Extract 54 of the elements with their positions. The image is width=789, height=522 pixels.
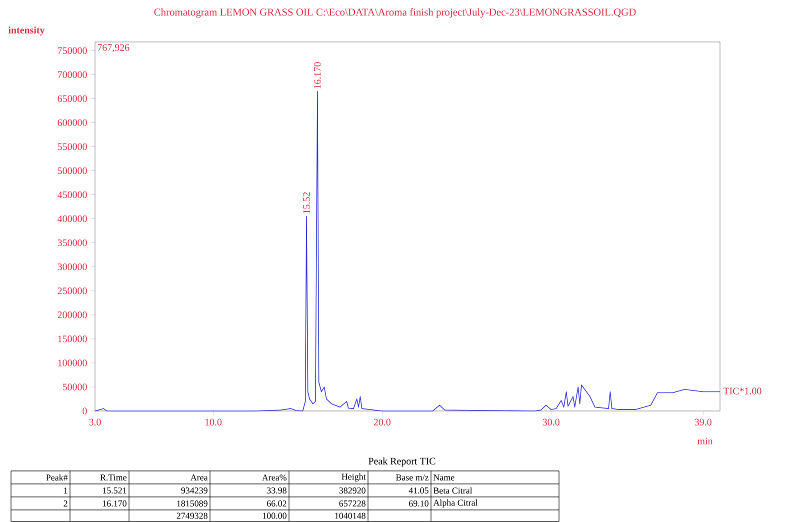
y-tick-label: 500000 (58, 167, 87, 174)
text: Name (433, 474, 454, 480)
text: 657228 (339, 500, 366, 507)
y-tick-label: 700000 (58, 71, 87, 78)
text: 33.98 (267, 487, 286, 494)
x-tick-label: 39.0 (694, 418, 712, 426)
text: 934239 (181, 487, 208, 494)
y-tick-label: 200000 (58, 312, 87, 318)
y-tick-label: 50000 (62, 384, 87, 390)
text: 41.05 (408, 487, 428, 494)
text: 15.521 (102, 487, 126, 494)
x-tick-label: 10.0 (205, 418, 222, 426)
y-axis-title: intensity (8, 26, 45, 36)
text: 1040148 (335, 512, 366, 519)
y-tick-label: 650000 (58, 95, 87, 102)
text: TIC*1.00 (723, 388, 762, 394)
text: Alpha Citral (433, 499, 478, 508)
text: Beta Citral (433, 487, 472, 494)
x-tick-label: 20.0 (374, 418, 391, 426)
text: Peak# (46, 474, 68, 481)
y-tick-label: 550000 (58, 143, 87, 150)
x-axis-title: min (697, 438, 713, 444)
y-tick-label: 400000 (58, 215, 87, 222)
text: 2749328 (176, 512, 208, 519)
y-tick-label: 0 (82, 408, 87, 414)
y-tick-label: 300000 (58, 263, 87, 270)
annotation: 16.170 (314, 62, 321, 88)
text: 2 (64, 500, 68, 506)
x-tick-label: 3.0 (89, 418, 101, 426)
text: Peak Report TIC (368, 457, 436, 467)
text: Area (190, 474, 208, 480)
y-tick-label: 150000 (58, 336, 87, 342)
text: Area% (262, 474, 287, 481)
chart-title: Chromatogram LEMON GRASS OIL C:\Eco\DATA\Aroma finish project\July-Dec-23\LEMONGRASSOIL.QGD (154, 8, 636, 18)
text: 1 (64, 488, 68, 494)
text: R.Time (100, 474, 127, 481)
x-tick-label: 30.0 (542, 418, 560, 426)
y-tick-label: 350000 (58, 239, 87, 246)
text: Base m/z (396, 474, 429, 480)
text: 69.10 (409, 500, 428, 507)
line-series (94, 91, 720, 412)
text: 16.170 (102, 500, 126, 507)
annotation: 767,926 (98, 44, 130, 52)
y-tick-label: 450000 (58, 191, 87, 198)
text: 66.02 (267, 500, 286, 507)
y-tick-label: 750000 (58, 47, 87, 54)
text: Height (342, 473, 366, 482)
annotation: 15.52 (303, 192, 310, 214)
text: 382920 (339, 487, 366, 494)
y-tick-label: 100000 (58, 360, 87, 366)
text: 100.00 (262, 512, 286, 519)
y-tick-label: 600000 (58, 119, 87, 126)
text: 1815089 (177, 500, 208, 507)
y-tick-label: 250000 (58, 287, 87, 294)
